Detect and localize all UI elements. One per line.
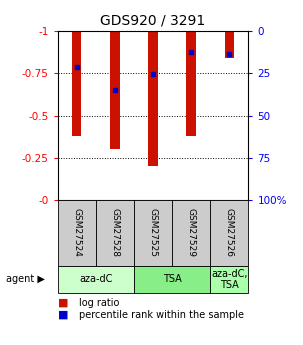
Bar	[186, 31, 196, 136]
Text: GSM27525: GSM27525	[148, 208, 158, 257]
Text: ■: ■	[58, 298, 68, 307]
Text: agent ▶: agent ▶	[6, 275, 45, 284]
Bar	[110, 31, 120, 149]
Title: GDS920 / 3291: GDS920 / 3291	[100, 13, 206, 27]
Bar	[148, 31, 158, 166]
Text: percentile rank within the sample: percentile rank within the sample	[79, 310, 244, 320]
Text: aza-dC: aza-dC	[79, 275, 112, 284]
Text: ■: ■	[58, 310, 68, 320]
Text: GSM27526: GSM27526	[225, 208, 234, 257]
Text: TSA: TSA	[163, 275, 181, 284]
Bar	[225, 31, 234, 58]
Bar	[72, 31, 82, 136]
Text: GSM27529: GSM27529	[187, 208, 196, 257]
Text: log ratio: log ratio	[79, 298, 119, 307]
Text: GSM27528: GSM27528	[110, 208, 119, 257]
Text: GSM27524: GSM27524	[72, 208, 81, 257]
Text: aza-dC,
TSA: aza-dC, TSA	[211, 269, 248, 290]
